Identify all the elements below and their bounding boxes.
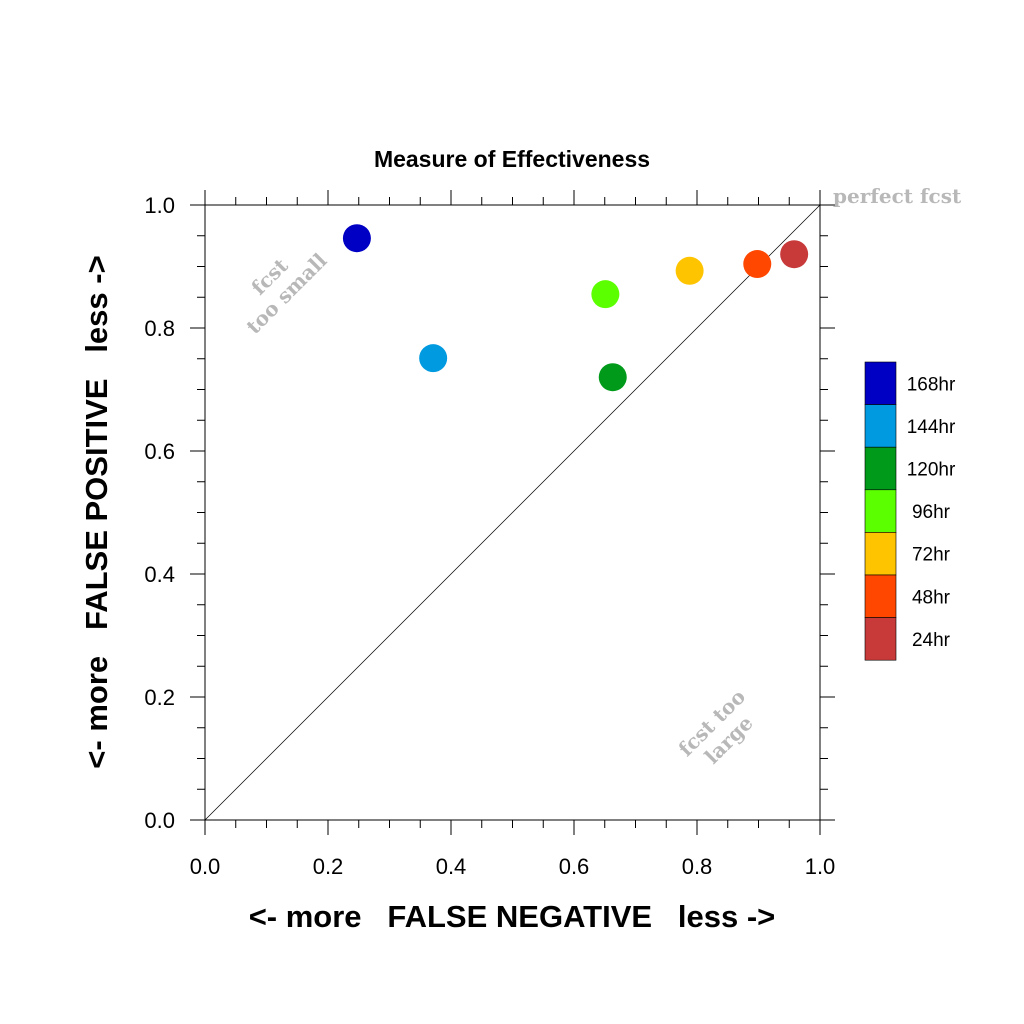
point-24hr — [780, 240, 809, 269]
legend-label-96hr: 96hr — [912, 502, 951, 523]
y-tick-label: 1.0 — [144, 193, 175, 218]
legend-label-72hr: 72hr — [912, 545, 951, 566]
point-48hr — [743, 250, 772, 279]
data-points — [342, 224, 809, 392]
legend-swatch-144hr — [864, 404, 897, 448]
point-72hr — [675, 256, 704, 285]
y-tick-label: 0.0 — [144, 808, 175, 833]
y-tick-label: 0.6 — [144, 439, 175, 464]
annotation-perfect-fcst: perfect fcst — [833, 184, 962, 208]
x-tick-label: 1.0 — [805, 854, 836, 879]
legend-label-48hr: 48hr — [912, 587, 951, 608]
legend-swatch-48hr — [864, 574, 897, 618]
x-tick-label: 0.8 — [682, 854, 713, 879]
annotation-fcst-too-small: fcst too small — [241, 248, 331, 338]
y-tick-label: 0.2 — [144, 685, 175, 710]
x-tick-label: 0.6 — [559, 854, 590, 879]
x-tick-label: 0.4 — [436, 854, 467, 879]
annotation-fcst-too-large: fcst too large — [674, 685, 758, 769]
y-tick-label: 0.4 — [144, 562, 175, 587]
legend: 168hr 144hr 120hr 96hr 72hr 48hr 24hr — [864, 361, 956, 661]
legend-label-120hr: 120hr — [907, 460, 956, 481]
x-axis-tick-labels: 0.0 0.2 0.4 0.6 0.8 1.0 — [190, 854, 836, 879]
legend-swatch-168hr — [864, 361, 897, 405]
legend-swatch-24hr — [864, 617, 897, 661]
annotation-small-line2: too small — [241, 248, 331, 338]
legend-label-24hr: 24hr — [912, 630, 951, 651]
axis-ticks — [190, 190, 835, 835]
point-144hr — [419, 344, 448, 373]
legend-label-168hr: 168hr — [907, 374, 956, 395]
point-168hr — [342, 224, 371, 253]
chart-title: Measure of Effectiveness — [374, 146, 650, 172]
legend-swatch-96hr — [864, 489, 897, 533]
x-axis-title: <- more FALSE NEGATIVE less -> — [249, 899, 776, 934]
x-tick-label: 0.2 — [313, 854, 344, 879]
legend-swatch-72hr — [864, 532, 897, 576]
legend-swatch-120hr — [864, 446, 897, 491]
y-tick-label: 0.8 — [144, 316, 175, 341]
perfect-forecast-diagonal — [204, 204, 821, 821]
y-axis-title: <- more FALSE POSITIVE less -> — [79, 255, 114, 768]
legend-label-144hr: 144hr — [907, 417, 956, 438]
point-120hr — [598, 363, 627, 392]
point-96hr — [591, 280, 620, 309]
y-axis-tick-labels: 0.0 0.2 0.4 0.6 0.8 1.0 — [144, 193, 175, 833]
x-tick-label: 0.0 — [190, 854, 221, 879]
